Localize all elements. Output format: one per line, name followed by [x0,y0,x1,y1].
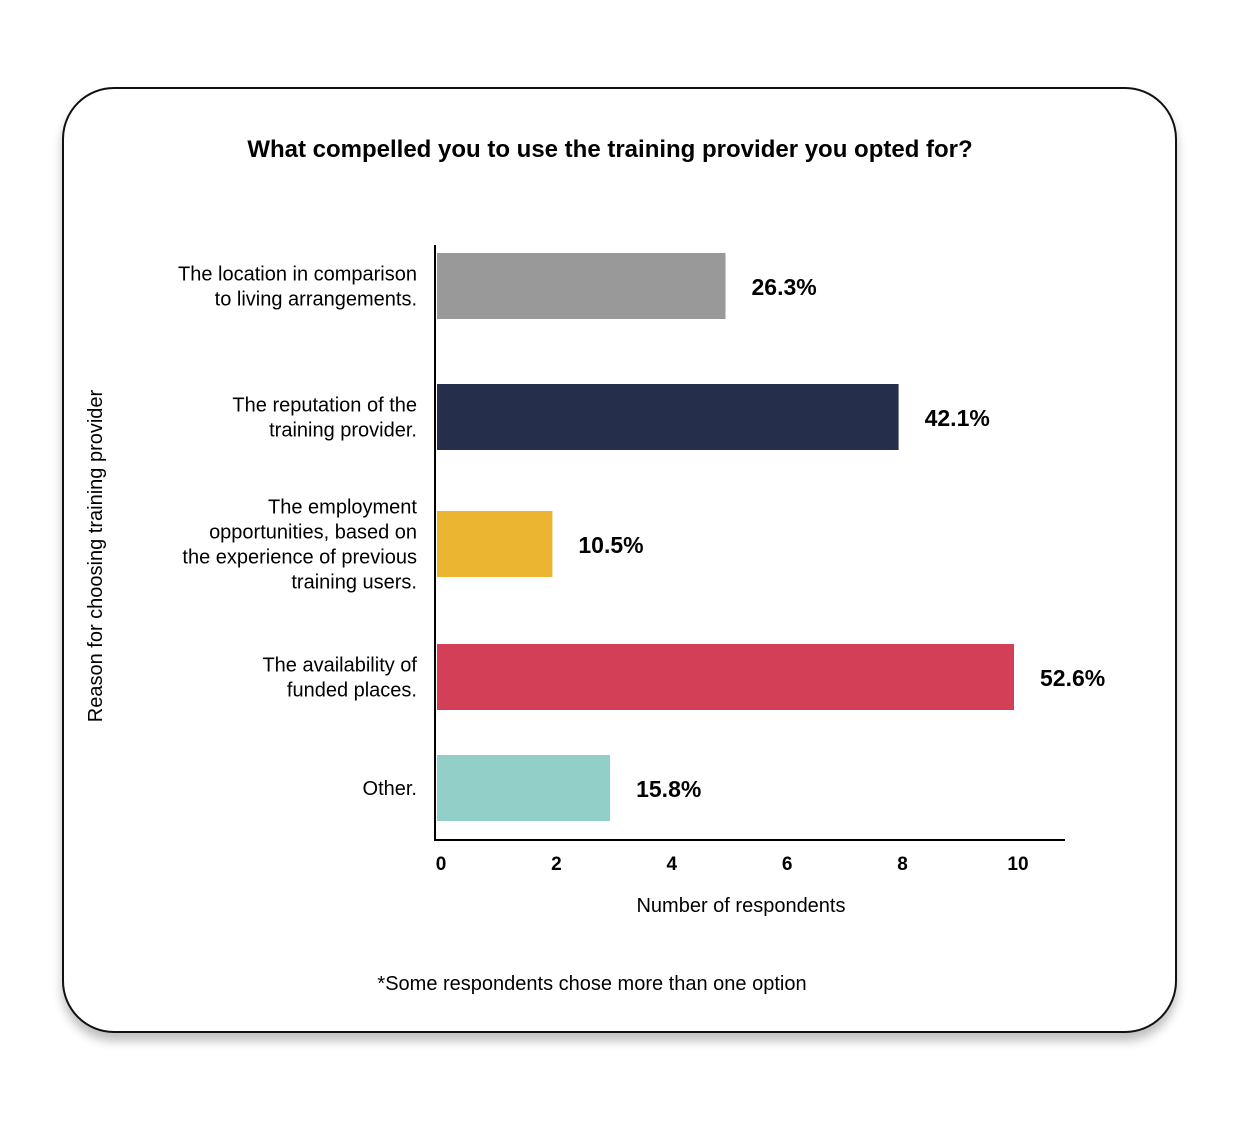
category-label: training provider. [269,420,417,442]
x-tick-label: 10 [1007,854,1028,875]
x-axis-label: Number of respondents [636,895,845,917]
x-tick-label: 8 [897,854,908,875]
footnote: *Some respondents chose more than one op… [377,973,806,995]
category-label: Other. [363,778,417,800]
category-label: The reputation of the [232,395,417,417]
category-label: to living arrangements. [215,289,417,311]
x-tick-label: 6 [782,854,793,875]
x-tick-label: 0 [436,854,447,875]
category-label: The employment [268,497,417,519]
chart-title: What compelled you to use the training p… [247,136,972,163]
bar [437,644,1014,710]
data-label: 15.8% [636,776,701,802]
data-label: 42.1% [925,405,990,431]
chart-card [62,87,1177,1033]
category-label: funded places. [287,680,417,702]
bar [437,253,726,319]
data-label: 10.5% [578,532,643,558]
category-label: The availability of [262,655,417,677]
x-tick-label: 2 [551,854,562,875]
category-label: the experience of previous [182,547,417,569]
category-label: The location in comparison [178,264,417,286]
y-axis-label: Reason for choosing training provider [85,389,107,722]
category-label: opportunities, based on [209,522,417,544]
data-label: 52.6% [1040,665,1105,691]
bar [437,384,899,450]
category-label: training users. [291,572,417,594]
x-tick-label: 4 [667,854,678,875]
bar [437,511,553,577]
bar [437,755,611,821]
data-label: 26.3% [752,274,817,300]
